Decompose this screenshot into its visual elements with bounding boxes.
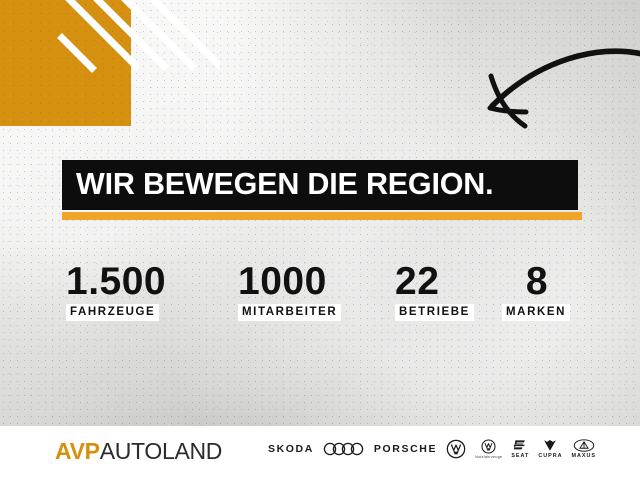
brand-volkswagen	[446, 439, 466, 459]
seat-logo-icon	[513, 439, 527, 452]
vw-nutzfahrzeuge-label: Nutzfahrzeuge	[475, 455, 503, 459]
headline-black-bar: WIR BEWEGEN DIE REGION.	[62, 160, 578, 211]
headline-banner: WIR BEWEGEN DIE REGION.	[62, 160, 586, 221]
brand-skoda: SKODA	[268, 443, 314, 455]
seat-label: SEAT	[511, 453, 530, 459]
cupra-label: CUPRA	[538, 453, 563, 459]
stat-item: 1000 MITARBEITER	[238, 260, 342, 321]
curved-arrow-graphic	[430, 28, 640, 140]
audi-rings-icon	[323, 442, 365, 456]
brand-vw-nutzfahrzeuge: Nutzfahrzeuge	[475, 439, 502, 459]
maxus-label: MAXUS	[571, 453, 596, 459]
brand-logo-strip: SKODA PORSCHE	[268, 436, 596, 462]
vw-nutzfahrzeuge-icon	[481, 439, 496, 454]
diagonal-stripes-graphic	[0, 0, 220, 110]
stat-label: MITARBEITER	[238, 304, 342, 321]
avp-autoland-logo[interactable]: AVPAUTOLAND	[55, 438, 222, 465]
stat-number: 8	[525, 260, 549, 303]
stat-label: FAHRZEUGE	[66, 304, 160, 321]
maxus-logo-icon	[573, 439, 595, 452]
vw-logo-icon	[446, 439, 466, 459]
page-title: WIR BEWEGEN DIE REGION.	[76, 167, 494, 201]
brand-porsche: PORSCHE	[374, 443, 437, 455]
brand-audi	[323, 442, 365, 456]
cupra-logo-icon	[543, 439, 557, 452]
stat-item: 8 MARKEN	[502, 262, 572, 321]
stat-number: 1000	[238, 260, 327, 303]
stat-item: 1.500 FAHRZEUGE	[66, 262, 166, 321]
logo-autoland-text: AUTOLAND	[99, 438, 223, 464]
stat-label: MARKEN	[502, 304, 571, 321]
porsche-wordmark: PORSCHE	[373, 443, 438, 455]
stat-number: 1.500	[66, 260, 167, 303]
skoda-wordmark: SKODA	[268, 443, 314, 455]
logo-avp-text: AVP	[55, 438, 100, 464]
stat-number: 22	[395, 260, 440, 303]
stat-label: BETRIEBE	[395, 304, 474, 321]
headline-orange-underline	[62, 212, 582, 221]
stats-row: 1.500 FAHRZEUGE 1000 MITARBEITER 22 BETR…	[62, 262, 582, 324]
brand-seat: SEAT	[511, 439, 529, 459]
stat-item: 22 BETRIEBE	[395, 262, 474, 321]
footer-bar	[0, 426, 640, 480]
brand-cupra: CUPRA	[538, 439, 562, 459]
brand-maxus: MAXUS	[571, 439, 595, 459]
orange-corner-block	[0, 0, 131, 126]
